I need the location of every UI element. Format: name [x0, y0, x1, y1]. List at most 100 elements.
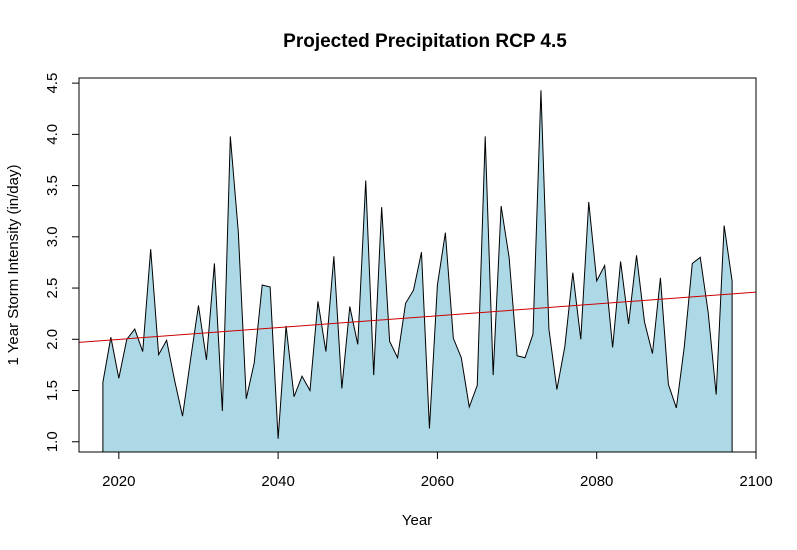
data-point [676, 407, 677, 408]
data-point [190, 359, 191, 360]
data-point [628, 323, 629, 324]
data-point [724, 225, 725, 226]
data-point [142, 351, 143, 352]
data-point [150, 249, 151, 250]
data-point [302, 376, 303, 377]
data-point [684, 346, 685, 347]
data-point [572, 272, 573, 273]
y-tick-label: 3.0 [44, 226, 61, 247]
x-tick-label: 2060 [421, 473, 454, 490]
data-point [732, 280, 733, 281]
data-point [325, 351, 326, 352]
data-point [405, 303, 406, 304]
data-point [389, 341, 390, 342]
data-point [708, 312, 709, 313]
y-axis-label: 1 Year Storm Intensity (in/day) [5, 165, 22, 366]
chart-title: Projected Precipitation RCP 4.5 [283, 31, 567, 52]
y-tick-label: 4.5 [44, 73, 61, 94]
trend-line [78, 291, 757, 343]
x-axis: 2020 2040 2060 2080 2100 [102, 451, 773, 490]
data-point [309, 390, 310, 391]
data-point [278, 438, 279, 439]
x-tick-label: 2020 [102, 473, 135, 490]
data-point [102, 382, 103, 383]
data-point [357, 344, 358, 345]
data-point [700, 257, 701, 258]
data-point [198, 305, 199, 306]
data-point [532, 334, 533, 335]
data-point [461, 357, 462, 358]
series-line [102, 90, 733, 453]
data-point [110, 337, 111, 338]
data-point [341, 388, 342, 389]
data-point [238, 231, 239, 232]
data-point [517, 355, 518, 356]
data-point [588, 201, 589, 202]
data-point [612, 347, 613, 348]
data-point [644, 321, 645, 322]
data-point [469, 406, 470, 407]
plot-area [78, 90, 757, 453]
data-point [453, 338, 454, 339]
data-point [254, 362, 255, 363]
data-point [548, 329, 549, 330]
data-point [174, 380, 175, 381]
x-tick-label: 2100 [739, 473, 772, 490]
y-tick-label: 3.5 [44, 175, 61, 196]
data-point [445, 232, 446, 233]
data-point [317, 301, 318, 302]
data-point [246, 398, 247, 399]
data-point [333, 256, 334, 257]
y-tick-label: 2.0 [44, 329, 61, 350]
data-point [118, 378, 119, 379]
data-point [166, 340, 167, 341]
data-point [668, 384, 669, 385]
y-tick-label: 4.0 [44, 124, 61, 145]
data-point [509, 257, 510, 258]
data-point [596, 280, 597, 281]
data-point [262, 284, 263, 285]
data-point [365, 180, 366, 181]
y-tick-label: 2.5 [44, 278, 61, 299]
data-point [397, 357, 398, 358]
data-point [501, 206, 502, 207]
data-point [429, 428, 430, 429]
data-point [580, 339, 581, 340]
data-point [620, 261, 621, 262]
data-point [214, 263, 215, 264]
data-point [485, 136, 486, 137]
data-point [230, 136, 231, 137]
data-point [222, 411, 223, 412]
data-point [556, 389, 557, 390]
y-tick-label: 1.5 [44, 380, 61, 401]
data-point [286, 325, 287, 326]
data-point [134, 329, 135, 330]
x-tick-label: 2040 [261, 473, 294, 490]
data-point [660, 277, 661, 278]
data-point [477, 385, 478, 386]
data-point [421, 252, 422, 253]
data-point [349, 306, 350, 307]
data-point [206, 359, 207, 360]
data-point [270, 287, 271, 288]
data-point [564, 346, 565, 347]
data-point [413, 290, 414, 291]
y-axis: 1.0 1.5 2.0 2.5 3.0 3.5 4.0 4.5 [44, 73, 80, 452]
data-point [604, 265, 605, 266]
data-point [158, 354, 159, 355]
data-point [493, 375, 494, 376]
data-point [373, 375, 374, 376]
data-point [716, 394, 717, 395]
data-point [294, 396, 295, 397]
y-tick-label: 1.0 [44, 431, 61, 452]
x-tick-label: 2080 [580, 473, 613, 490]
data-point [692, 263, 693, 264]
data-point [437, 284, 438, 285]
data-point [636, 255, 637, 256]
data-point [381, 207, 382, 208]
data-point [540, 90, 541, 91]
data-point [525, 357, 526, 358]
x-axis-label: Year [402, 512, 432, 529]
data-point [182, 416, 183, 417]
